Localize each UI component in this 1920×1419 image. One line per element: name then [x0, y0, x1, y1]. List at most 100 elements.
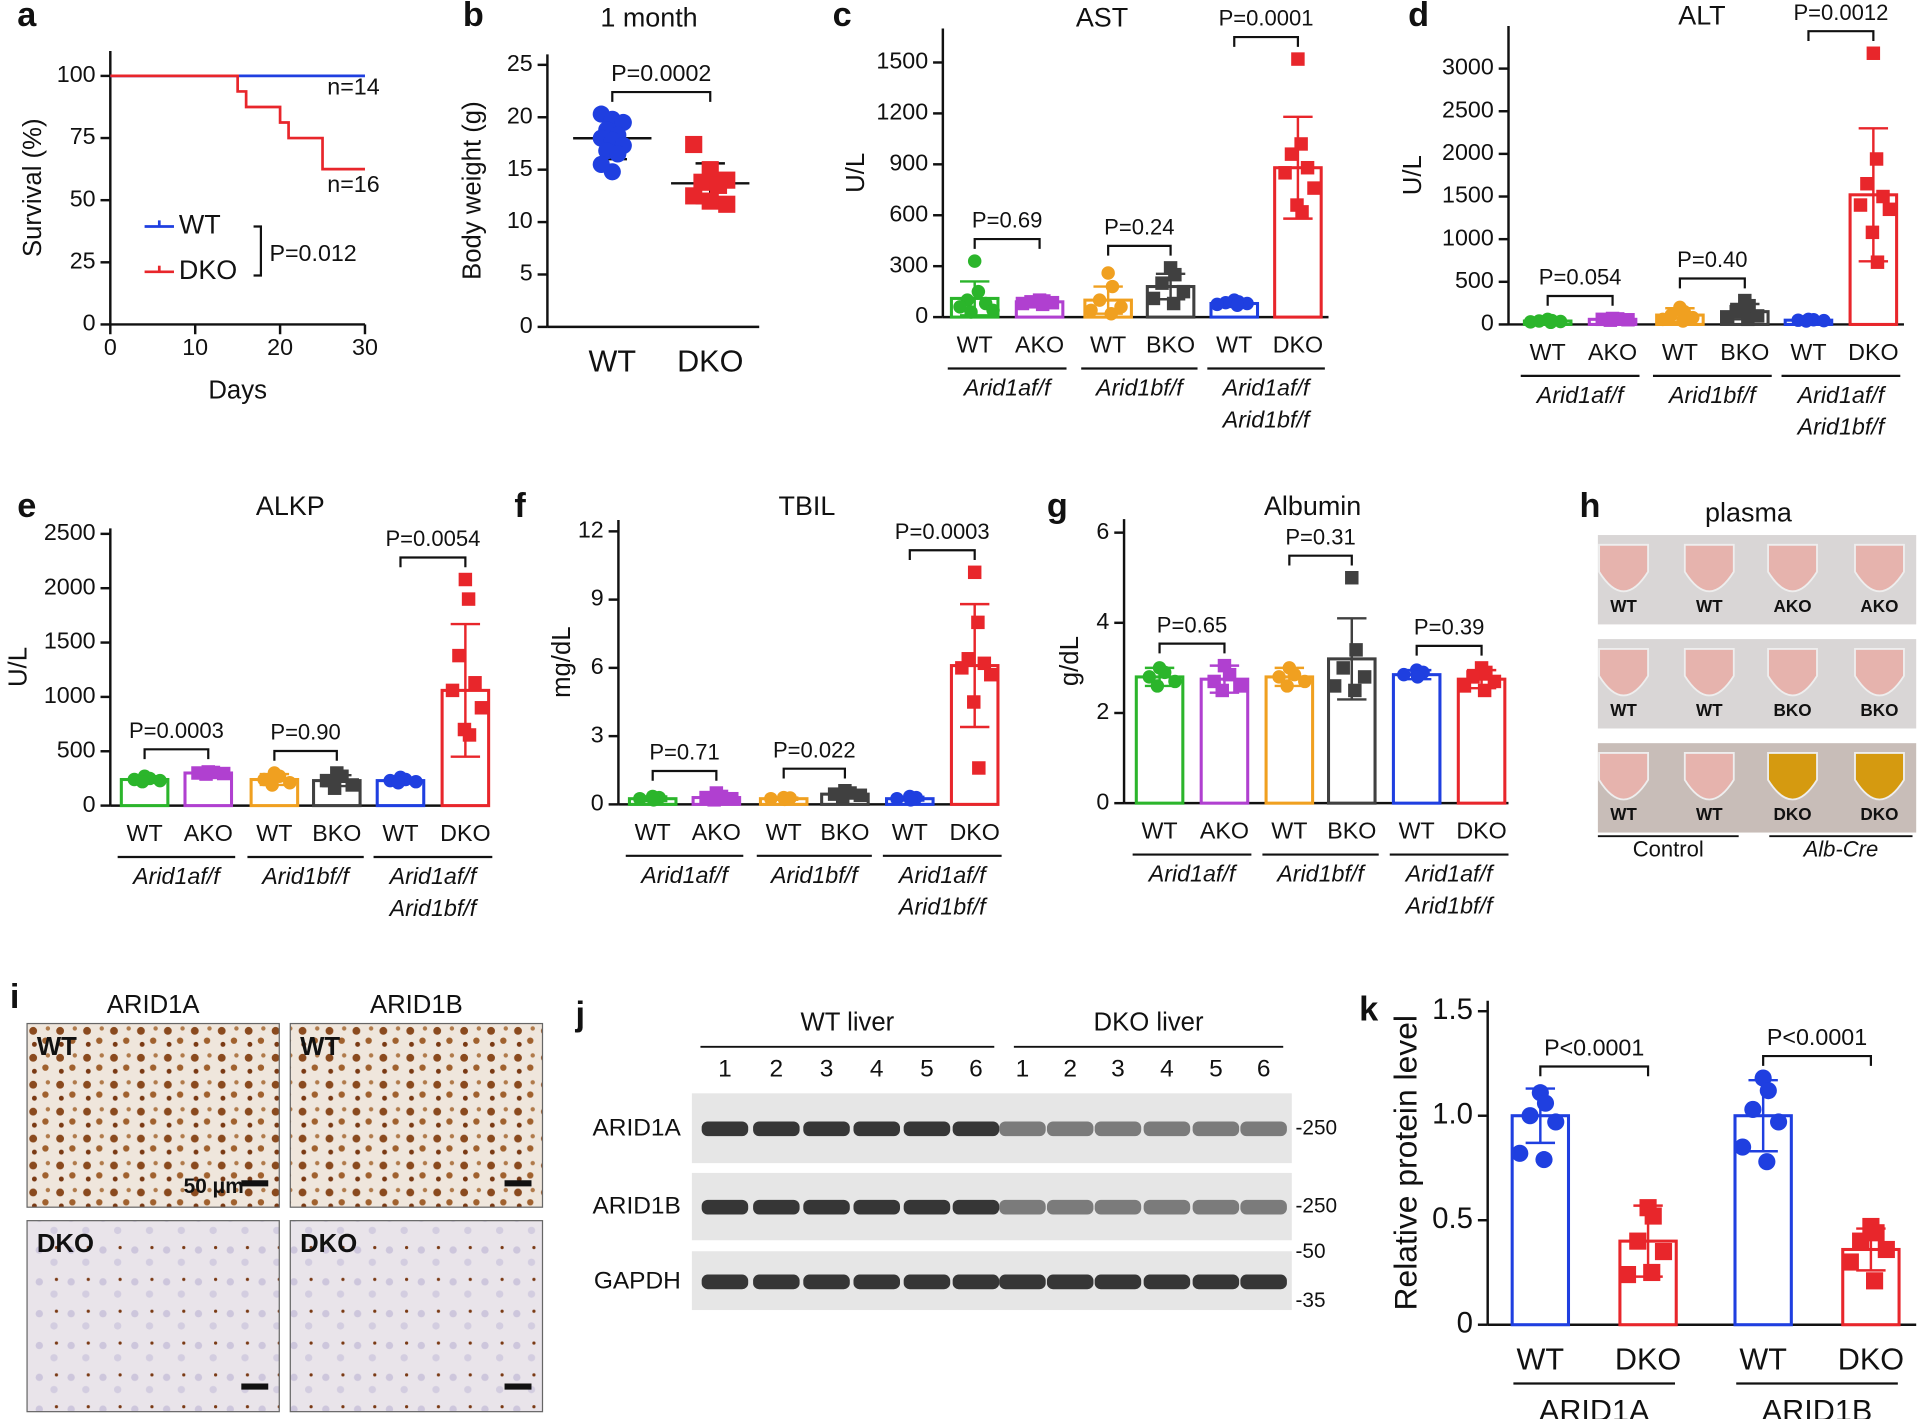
p-value: P=0.69: [972, 208, 1042, 233]
mw-marker: -250: [1295, 1116, 1337, 1139]
y-tick-label: 12: [578, 516, 604, 542]
comparison-bracket: [1233, 35, 1300, 47]
data-point: [1523, 315, 1538, 329]
data-point: [701, 192, 719, 210]
tube: [1598, 543, 1649, 593]
annotation: P=0.012: [269, 240, 356, 266]
x-tick-label: DKO: [1456, 818, 1506, 844]
comparison-bracket: [908, 549, 976, 561]
tube: [1767, 647, 1818, 697]
y-tick-label: 600: [889, 200, 928, 226]
x-tick-label: WT: [1790, 339, 1826, 365]
band: [952, 1121, 1000, 1137]
y-tick-label: 1500: [876, 48, 928, 74]
bar: [1199, 677, 1250, 805]
y-axis-label: U/L: [842, 153, 870, 193]
genotype-label: Arid1af/f: [1796, 382, 1887, 408]
p-value: P<0.0001: [1767, 1024, 1867, 1050]
y-tick-label: 2000: [1442, 139, 1494, 165]
y-axis-label: Relative protein level: [1388, 1015, 1424, 1310]
y-tick-label: 2000: [44, 573, 96, 599]
y-tick-label: 5: [520, 260, 533, 286]
comparison-bracket: [143, 748, 210, 760]
y-tick-label: 300: [889, 251, 928, 277]
data-point: [764, 791, 778, 806]
panel-letter: h: [1580, 487, 1601, 525]
genotype-label: Arid1bf/f: [769, 862, 860, 888]
band: [1094, 1121, 1142, 1137]
x-tick-label: 30: [352, 334, 378, 360]
data-point: [1553, 314, 1568, 329]
band: [1192, 1121, 1240, 1137]
x-tick-label: WT: [635, 819, 671, 845]
data-point: [971, 615, 985, 630]
x-tick-label: AKO: [1588, 339, 1637, 365]
y-tick-label: 2: [1096, 698, 1109, 724]
x-tick-label: AKO: [184, 820, 233, 846]
band: [903, 1199, 951, 1215]
genotype-label: Arid1bf/f: [260, 863, 351, 889]
row-label: GAPDH: [594, 1267, 681, 1294]
data-point: [1327, 679, 1342, 693]
data-point: [967, 565, 982, 580]
data-point: [1410, 670, 1425, 684]
comparison-bracket: [1807, 30, 1875, 42]
data-point: [1114, 300, 1128, 314]
tube-label: DKO: [1774, 804, 1812, 824]
x-tick-label: BKO: [312, 820, 361, 846]
data-point: [409, 774, 423, 789]
data-point: [1866, 46, 1881, 60]
panel-letter: f: [514, 487, 526, 525]
data-point: [1867, 1224, 1885, 1242]
band: [1094, 1199, 1142, 1215]
data-point: [609, 145, 627, 163]
band: [1046, 1121, 1094, 1137]
legend-label: WT: [179, 210, 221, 240]
comparison-bracket: [1539, 1065, 1650, 1077]
data-point: [685, 187, 703, 205]
genotype-label: ARID1A: [1539, 1394, 1650, 1419]
bar: [1134, 675, 1185, 805]
data-point: [1547, 1113, 1565, 1131]
p-value: P=0.0003: [129, 718, 224, 743]
x-tick-label: WT: [1271, 818, 1307, 844]
data-point: [458, 572, 473, 587]
y-tick-label: 1.0: [1432, 1097, 1473, 1130]
y-tick-label: 25: [507, 50, 533, 76]
chart-title: Albumin: [1264, 491, 1361, 521]
ihc-image: [26, 1022, 280, 1208]
band: [952, 1199, 1000, 1215]
band: [853, 1199, 901, 1215]
bar: [1264, 675, 1315, 805]
tube-label: WT: [1696, 700, 1723, 720]
data-point: [153, 773, 167, 788]
p-value: P=0.90: [270, 720, 340, 745]
data-point: [1176, 284, 1191, 299]
y-tick-label: 25: [70, 247, 96, 273]
y-axis-label: mg/dL: [548, 626, 576, 697]
data-point: [964, 305, 978, 319]
data-point: [265, 778, 279, 792]
data-point: [1233, 679, 1247, 693]
data-point: [1852, 1232, 1870, 1250]
data-point: [1644, 1207, 1662, 1225]
data-point: [1035, 297, 1050, 312]
tube-label: DKO: [1860, 804, 1898, 824]
y-tick-label: 6: [591, 653, 604, 679]
x-tick-label: WT: [1739, 1343, 1787, 1377]
x-tick-label: DKO: [1848, 339, 1898, 365]
data-point: [1770, 1113, 1788, 1131]
data-point: [1357, 670, 1372, 684]
lane-number: 4: [1160, 1056, 1174, 1083]
data-point: [1799, 314, 1813, 328]
band: [853, 1274, 901, 1290]
data-point: [1511, 1144, 1529, 1162]
tube-label: BKO: [1860, 700, 1898, 720]
data-point: [1155, 276, 1169, 290]
genotype-label: Arid1bf/f: [1667, 382, 1758, 408]
ihc-image: [26, 1220, 280, 1413]
data-point: [1643, 1263, 1661, 1282]
data-point: [1544, 315, 1558, 330]
data-point: [1084, 303, 1098, 318]
data-point: [984, 667, 998, 682]
